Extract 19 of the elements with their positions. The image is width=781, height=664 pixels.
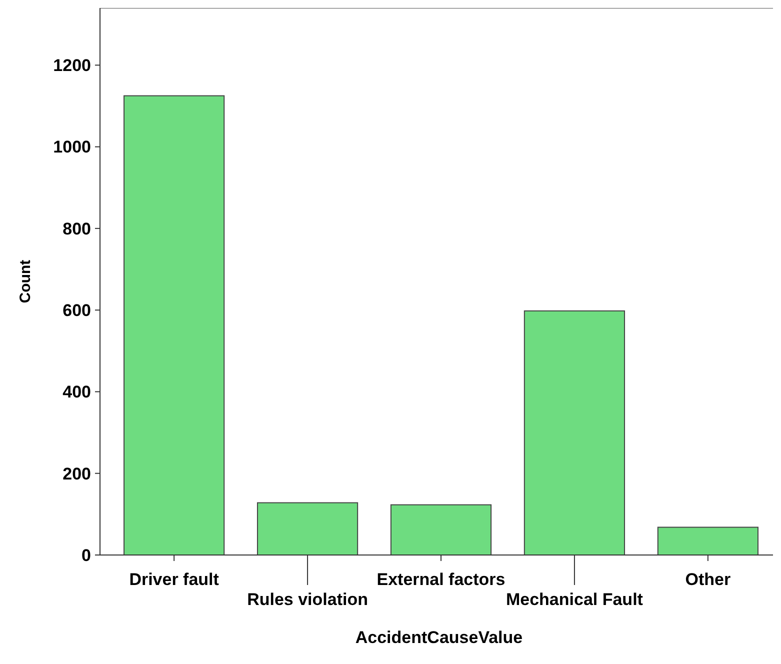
bar: [124, 95, 225, 556]
y-tick-label: 1200: [53, 56, 91, 76]
bar: [256, 502, 358, 556]
x-axis-title: AccidentCauseValue: [355, 628, 523, 647]
y-tick-label: 1000: [53, 138, 91, 157]
x-tick-label: Other: [685, 570, 731, 589]
bar: [657, 526, 758, 556]
y-axis-title: Count: [17, 260, 34, 304]
x-tick-label: Driver fault: [129, 570, 220, 589]
x-tick-label: Rules violation: [247, 590, 368, 609]
bar: [390, 504, 492, 556]
y-tick-label: 800: [62, 219, 91, 238]
x-tick-label: Mechanical Fault: [506, 590, 644, 609]
y-tick-label: 200: [62, 464, 91, 484]
y-tick-label: 600: [62, 301, 91, 320]
y-tick-label: 400: [62, 382, 91, 402]
x-tick-label: External factors: [376, 570, 506, 589]
y-tick-label: 0: [82, 546, 91, 565]
bar: [524, 310, 626, 556]
